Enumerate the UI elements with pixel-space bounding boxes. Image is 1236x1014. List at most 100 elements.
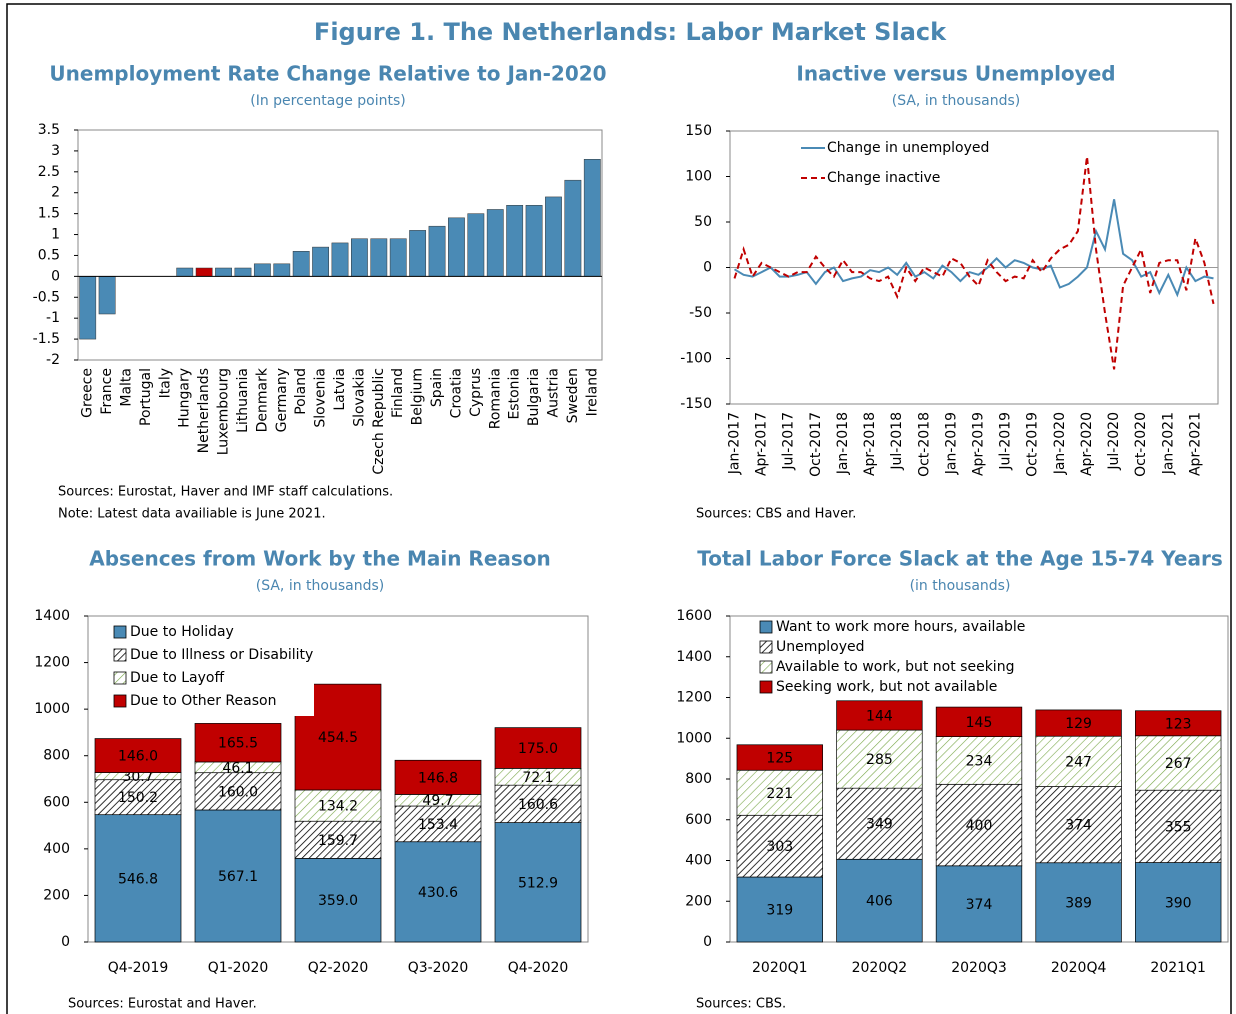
legend-swatch <box>113 648 127 662</box>
legend-label: Due to Other Reason <box>130 693 276 709</box>
plot-frame <box>77 129 603 361</box>
data-label: 359.0 <box>318 893 358 909</box>
chart-title: Total Labor Force Slack at the Age 15-74… <box>697 547 1223 571</box>
x-tick-label: Oct-2019 <box>1025 412 1041 477</box>
data-label: 46.1 <box>222 760 253 776</box>
x-tick-label: Belgium <box>410 368 426 425</box>
y-tick-label: 200 <box>685 893 712 909</box>
bar-segment <box>836 858 923 943</box>
bar <box>253 263 271 277</box>
y-tick-label: 1000 <box>34 701 70 717</box>
y-tick-label: 0 <box>61 934 70 950</box>
legend-label: Due to Holiday <box>130 624 234 640</box>
data-label: 146.8 <box>418 770 458 786</box>
x-tick-label: Malta <box>119 368 135 407</box>
bar <box>195 267 213 277</box>
bar-segment <box>1035 709 1122 737</box>
bar-segment <box>1035 786 1122 864</box>
x-tick-label: 2020Q1 <box>752 960 808 976</box>
bar-segment <box>1035 735 1122 787</box>
data-label: 146.0 <box>118 749 158 765</box>
legend-label: Seeking work, but not available <box>776 679 997 695</box>
x-tick-label: Greece <box>80 368 96 418</box>
x-tick-label: Apr-2019 <box>971 412 987 476</box>
x-tick-label: Bulgaria <box>526 368 542 426</box>
bar <box>564 179 582 277</box>
bar-segment <box>1135 735 1222 791</box>
data-label: 267 <box>1165 756 1192 772</box>
bar-segment <box>94 738 182 773</box>
y-tick-label: 2 <box>51 185 60 201</box>
x-tick-label: Lithuania <box>235 368 251 433</box>
y-tick-label: -0.5 <box>33 289 60 305</box>
x-tick-label: Slovakia <box>351 368 367 427</box>
x-tick-label: Cyprus <box>468 368 484 417</box>
data-label: 390 <box>1165 895 1192 911</box>
bar <box>486 209 504 277</box>
x-tick-label: Luxembourg <box>216 368 232 455</box>
x-tick-label: Jan-2017 <box>727 412 743 475</box>
y-tick-label: 1200 <box>676 690 712 706</box>
bar-segment <box>836 700 923 731</box>
x-tick-label: Q4-2020 <box>508 960 569 976</box>
data-label: 303 <box>766 839 793 855</box>
bar <box>467 213 485 277</box>
bar-segment <box>294 820 382 859</box>
y-tick-label: 150 <box>685 123 712 139</box>
data-label: 134.2 <box>318 799 358 815</box>
data-label: 125 <box>766 751 793 767</box>
y-tick-label: 1.5 <box>38 206 60 222</box>
x-tick-label: Czech Republic <box>371 368 387 475</box>
bar-segment <box>836 729 923 789</box>
bar-segment <box>194 723 282 763</box>
bar <box>331 242 349 277</box>
y-tick-label: 0 <box>703 260 712 276</box>
bar-segment <box>736 814 823 878</box>
data-label: 49.7 <box>422 793 453 809</box>
bar <box>525 205 543 277</box>
bar <box>448 217 465 277</box>
y-tick-label: 3.5 <box>38 122 60 138</box>
x-tick-label: Italy <box>157 368 173 398</box>
x-tick-label: Oct-2017 <box>808 412 824 477</box>
bar-segment <box>94 814 182 943</box>
x-tick-label: France <box>99 368 115 415</box>
y-tick-label: 400 <box>43 841 70 857</box>
chart-subtitle: (In percentage points) <box>250 93 406 109</box>
bar-segment <box>935 865 1023 943</box>
y-tick-label: 1000 <box>676 730 712 746</box>
x-tick-label: Apr-2017 <box>754 412 770 476</box>
x-tick-label: Denmark <box>254 367 270 432</box>
data-label: 349 <box>866 817 893 833</box>
legend-label: Change in unemployed <box>827 140 989 156</box>
bar-segment <box>736 769 823 816</box>
y-tick-label: 800 <box>43 748 70 764</box>
x-tick-label: Q1-2020 <box>208 960 269 976</box>
data-label: 247 <box>1065 754 1092 770</box>
y-tick-label: 2.5 <box>38 164 60 180</box>
x-tick-label: Latvia <box>332 368 348 411</box>
y-tick-label: 50 <box>694 214 712 230</box>
x-tick-label: Apr-2018 <box>862 412 878 476</box>
x-tick-label: Portugal <box>138 368 154 426</box>
data-label: 389 <box>1065 895 1092 911</box>
bar <box>351 238 368 277</box>
x-tick-label: Germany <box>274 368 290 432</box>
chart-subtitle: (SA, in thousands) <box>256 578 385 594</box>
bar-segment <box>1135 710 1222 737</box>
x-tick-label: Austria <box>545 368 561 417</box>
legend-swatch <box>759 640 773 654</box>
legend-swatch <box>113 694 127 708</box>
data-label: 221 <box>766 786 793 802</box>
x-tick-label: Spain <box>429 368 445 407</box>
x-tick-label: Q2-2020 <box>308 960 369 976</box>
x-tick-label: Netherlands <box>196 368 212 453</box>
y-tick-label: 600 <box>43 794 70 810</box>
bar <box>273 263 291 277</box>
x-tick-label: Apr-2021 <box>1187 412 1203 476</box>
y-tick-label: 3 <box>51 143 60 159</box>
bar-segment <box>1135 862 1222 943</box>
series-line <box>733 156 1215 370</box>
bar-segment <box>194 772 282 811</box>
